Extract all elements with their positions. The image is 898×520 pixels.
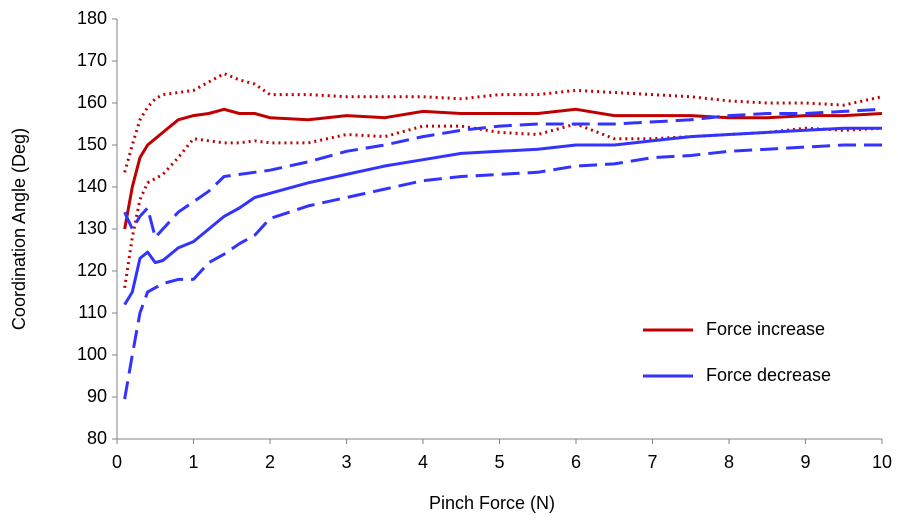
x-tick-label: 8: [724, 452, 734, 472]
series-line: [123, 72, 883, 173]
x-tick-label: 3: [341, 452, 351, 472]
x-tick-label: 1: [188, 452, 198, 472]
y-tick-label: 90: [87, 386, 107, 406]
x-axis-label: Pinch Force (N): [429, 493, 555, 513]
x-tick-label: 6: [571, 452, 581, 472]
x-tick-label: 4: [418, 452, 428, 472]
y-tick-label: 140: [77, 176, 107, 196]
y-tick-label: 110: [78, 302, 107, 322]
series-line: [123, 126, 882, 306]
series-line: [123, 107, 883, 230]
x-tick-label: 9: [800, 452, 810, 472]
y-tick-label: 160: [77, 92, 107, 112]
y-tick-label: 80: [87, 428, 107, 448]
y-tick-label: 150: [77, 134, 107, 154]
y-axis-label: Coordination Angle (Deg): [9, 128, 29, 330]
legend-label: Force increase: [706, 319, 825, 339]
y-tick-label: 130: [77, 218, 107, 238]
y-tick-label: 170: [77, 50, 107, 70]
legend-label: Force decrease: [706, 365, 831, 385]
y-tick-label: 100: [77, 344, 107, 364]
series-line: [123, 143, 882, 400]
x-tick-label: 5: [494, 452, 504, 472]
x-tick-label: 7: [647, 452, 657, 472]
y-tick-label: 180: [77, 8, 107, 28]
y-tick-label: 120: [77, 260, 107, 280]
x-tick-label: 2: [265, 452, 275, 472]
series-line: [123, 107, 883, 239]
x-tick-label: 10: [872, 452, 892, 472]
x-tick-label: 0: [112, 452, 122, 472]
